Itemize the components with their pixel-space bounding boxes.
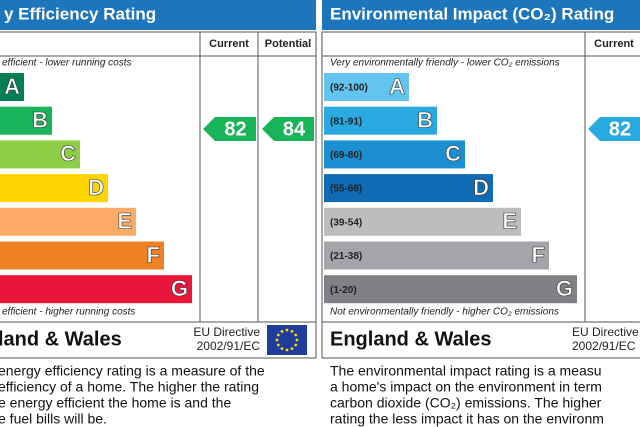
- directive: 2002/91/EC: [572, 339, 636, 353]
- column-header: Current: [209, 38, 249, 50]
- top-note: Very environmentally friendly - lower CO…: [330, 58, 560, 69]
- score-arrow: [203, 117, 256, 141]
- eu-star: [275, 338, 279, 342]
- eu-star: [280, 329, 284, 333]
- footer-frame: [0, 321, 317, 359]
- band-range: (39-54): [330, 217, 362, 228]
- band-letter: C: [60, 141, 76, 166]
- title: y Efficiency Rating: [4, 4, 156, 23]
- band-letter: D: [88, 175, 104, 200]
- eu-star: [280, 347, 284, 351]
- score-arrow: [588, 117, 640, 141]
- eu-star: [285, 328, 289, 332]
- rating-band: [0, 275, 192, 304]
- directive: EU Directive: [572, 325, 639, 339]
- eu-star: [285, 348, 289, 352]
- eu-star: [276, 343, 280, 347]
- title: Environmental Impact (CO₂) Rating: [330, 4, 614, 23]
- rating-band: [0, 140, 80, 169]
- eu-star: [290, 347, 294, 351]
- directive: 2002/91/EC: [197, 339, 261, 353]
- bottom-note: efficient - higher running costs: [2, 307, 135, 318]
- eu-star: [290, 329, 294, 333]
- eu-star: [295, 338, 299, 342]
- rating-band: [0, 174, 108, 203]
- rating-band: [324, 106, 437, 135]
- band-letter: D: [473, 175, 489, 200]
- description-line: The environmental impact rating is a mea…: [330, 363, 602, 379]
- band-letter: A: [4, 74, 20, 99]
- description-line: rating the less impact it has on the env…: [330, 411, 604, 427]
- rating-band: [324, 140, 465, 169]
- band-range: (69-80): [330, 150, 362, 161]
- band-letter: E: [502, 209, 517, 234]
- region: England & Wales: [330, 328, 492, 350]
- band-letter: F: [532, 242, 545, 267]
- band-letter: F: [147, 242, 160, 267]
- directive: EU Directive: [193, 325, 260, 339]
- region: land & Wales: [0, 328, 122, 350]
- band-letter: A: [389, 74, 405, 99]
- description-line: e fuel bills will be.: [0, 411, 107, 427]
- rating-band: [324, 73, 409, 101]
- description-line: efficiency of a home. The higher the rat…: [0, 379, 259, 395]
- rating-band: [324, 275, 577, 304]
- band-letter: E: [117, 209, 132, 234]
- band-range: (81-91): [330, 116, 362, 127]
- column-header: Potential: [265, 38, 311, 50]
- band-range: (92-100): [330, 83, 368, 94]
- top-note: efficient - lower running costs: [2, 58, 132, 69]
- band-letter: B: [32, 108, 48, 133]
- eu-star: [294, 343, 298, 347]
- eu-star: [294, 333, 298, 337]
- description-line: a home's impact on the environment in te…: [330, 379, 602, 395]
- rating-band: [324, 207, 521, 236]
- description-line: e energy efficient the home is and the: [0, 395, 231, 411]
- band-range: (55-68): [330, 184, 362, 195]
- band-letter: G: [171, 276, 188, 301]
- score: 84: [283, 118, 306, 140]
- description-line: energy efficiency rating is a measure of…: [0, 363, 265, 379]
- bottom-note: Not environmentally friendly - higher CO…: [330, 307, 559, 318]
- band-range: (21-38): [330, 251, 362, 262]
- score: 82: [609, 118, 631, 140]
- band-letter: B: [417, 108, 433, 133]
- rating-band: [0, 73, 24, 101]
- band-letter: C: [445, 141, 461, 166]
- rating-band: [324, 174, 493, 203]
- eu-stars: [275, 328, 299, 352]
- rating-band: [0, 207, 136, 236]
- footer-frame: [321, 321, 640, 359]
- rating-band: [0, 241, 164, 270]
- band-range: (1-20): [330, 285, 357, 296]
- column-header: Current: [594, 38, 634, 50]
- score: 82: [224, 118, 246, 140]
- score-arrow: [262, 117, 314, 141]
- title-bar: [0, 0, 316, 30]
- title-bar: [322, 0, 640, 30]
- rating-band: [0, 106, 52, 135]
- description-line: carbon dioxide (CO₂) emissions. The high…: [330, 395, 602, 411]
- eu-star: [276, 333, 280, 337]
- rating-band: [324, 241, 549, 270]
- band-letter: G: [556, 276, 573, 301]
